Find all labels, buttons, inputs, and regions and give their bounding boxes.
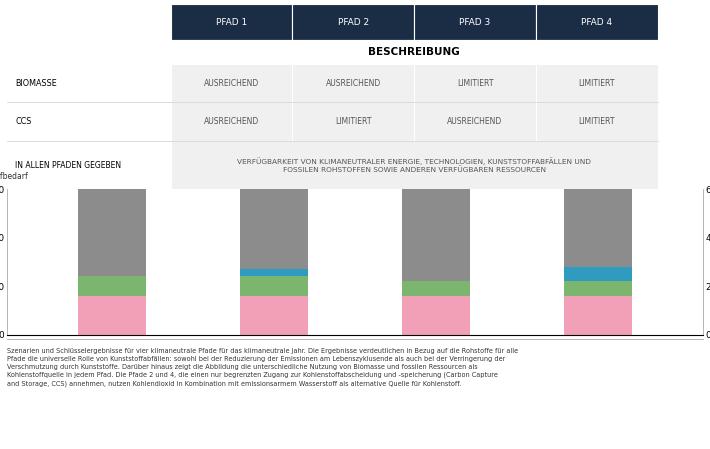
Text: PFAD 2: PFAD 2 xyxy=(338,18,368,26)
Text: CCS: CCS xyxy=(16,117,32,126)
Bar xyxy=(402,281,470,296)
Text: AUSREICHEND: AUSREICHEND xyxy=(326,79,381,88)
Text: PFAD 3: PFAD 3 xyxy=(459,18,491,26)
Bar xyxy=(414,4,536,40)
Text: AUSREICHEND: AUSREICHEND xyxy=(204,117,259,126)
Text: LIMITIERT: LIMITIERT xyxy=(335,117,371,126)
Bar xyxy=(414,64,536,102)
Bar xyxy=(564,296,632,335)
Bar xyxy=(536,102,657,141)
Bar xyxy=(170,102,293,141)
Bar xyxy=(293,64,414,102)
Bar xyxy=(7,102,170,141)
Bar xyxy=(170,4,293,40)
Text: PFAD 4: PFAD 4 xyxy=(581,18,612,26)
Bar xyxy=(170,141,657,189)
Bar xyxy=(170,40,657,64)
Bar xyxy=(564,189,632,267)
Text: IN ALLEN PFADEN GEGEBEN: IN ALLEN PFADEN GEGEBEN xyxy=(16,161,121,170)
Bar xyxy=(564,267,632,281)
Bar xyxy=(564,281,632,296)
Bar xyxy=(293,102,414,141)
Text: in Mt jährlicher Kohlenstoffbedarf: in Mt jährlicher Kohlenstoffbedarf xyxy=(0,172,28,180)
Text: PFAD 1: PFAD 1 xyxy=(216,18,247,26)
Bar xyxy=(414,102,536,141)
Bar xyxy=(240,269,308,277)
Text: BIOMASSE: BIOMASSE xyxy=(16,79,58,88)
Bar xyxy=(402,296,470,335)
Bar xyxy=(78,296,146,335)
Bar xyxy=(293,4,414,40)
Text: AUSREICHEND: AUSREICHEND xyxy=(447,117,503,126)
Text: LIMITIERT: LIMITIERT xyxy=(579,79,615,88)
Bar xyxy=(7,141,170,189)
Bar xyxy=(78,277,146,296)
Bar xyxy=(240,189,308,269)
Text: Szenarien und Schlüsselergebnisse für vier klimaneutrale Pfade für das klimaneut: Szenarien und Schlüsselergebnisse für vi… xyxy=(7,348,518,387)
Bar xyxy=(78,189,146,277)
Bar xyxy=(7,64,170,102)
Bar xyxy=(240,296,308,335)
Text: BESCHREIBUNG: BESCHREIBUNG xyxy=(368,47,460,57)
Bar xyxy=(536,4,657,40)
Bar xyxy=(402,189,470,281)
Text: VERFÜGBARKEIT VON KLIMANEUTRALER ENERGIE, TECHNOLOGIEN, KUNSTSTOFFABFÄLLEN UND
F: VERFÜGBARKEIT VON KLIMANEUTRALER ENERGIE… xyxy=(237,157,591,173)
Bar xyxy=(536,64,657,102)
Text: AUSREICHEND: AUSREICHEND xyxy=(204,79,259,88)
Bar xyxy=(170,64,293,102)
Bar xyxy=(240,277,308,296)
Text: LIMITIERT: LIMITIERT xyxy=(457,79,493,88)
Text: LIMITIERT: LIMITIERT xyxy=(579,117,615,126)
